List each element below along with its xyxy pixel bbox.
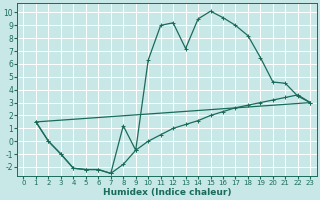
X-axis label: Humidex (Indice chaleur): Humidex (Indice chaleur)	[103, 188, 231, 197]
